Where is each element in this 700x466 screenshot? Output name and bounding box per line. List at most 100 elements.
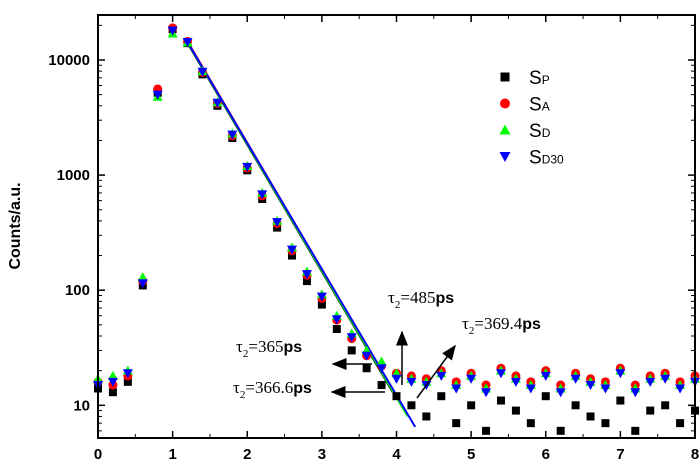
y-tick-label: 10 xyxy=(73,397,90,414)
data-point xyxy=(316,292,327,302)
y-axis-label: Counts/a.u. xyxy=(7,182,24,269)
data-point xyxy=(301,270,312,280)
data-point xyxy=(495,369,506,379)
data-point xyxy=(586,412,595,421)
data-point xyxy=(660,374,671,384)
axes: 0 1 2 3 4 5 6 7 8 10 100 1000 10000 xyxy=(48,15,699,463)
data-point xyxy=(600,384,611,394)
legend-label-sub: D xyxy=(542,126,551,140)
annotation-value: 369.4 xyxy=(484,314,523,333)
data-point xyxy=(167,26,178,36)
annotation-greek: τ xyxy=(388,288,395,307)
data-point xyxy=(332,325,341,334)
annotation-eq: = xyxy=(400,288,410,307)
data-point xyxy=(123,377,132,386)
data-point xyxy=(422,412,431,421)
annotation-value: 366.6 xyxy=(255,378,293,397)
data-point xyxy=(496,396,505,405)
annotation-sub: 2 xyxy=(243,348,249,360)
legend-label: SD30 xyxy=(529,148,564,169)
data-point xyxy=(555,388,566,398)
fit-line xyxy=(186,41,417,428)
legend-marker xyxy=(499,152,511,162)
x-tick-label: 3 xyxy=(318,446,326,463)
x-tick-label: 8 xyxy=(691,446,699,463)
data-point xyxy=(571,401,580,410)
annotation-eq: = xyxy=(245,378,255,397)
data-point xyxy=(317,300,326,309)
data-point xyxy=(392,392,401,401)
data-point xyxy=(675,384,686,394)
data-point xyxy=(347,346,356,355)
data-point xyxy=(630,388,641,398)
data-point xyxy=(661,401,670,410)
data-point xyxy=(510,377,521,387)
data-point xyxy=(482,426,491,435)
data-point xyxy=(287,245,298,255)
data-point xyxy=(615,369,626,379)
data-point xyxy=(391,374,402,384)
data-point xyxy=(481,388,492,398)
legend-label: SD xyxy=(529,121,551,142)
annotation-eq: = xyxy=(248,337,258,356)
annotation-sub: 2 xyxy=(469,325,475,337)
data-point xyxy=(645,377,656,387)
data-point xyxy=(556,426,565,435)
legend-label-main: S xyxy=(529,95,542,116)
data-point xyxy=(288,251,297,260)
data-point xyxy=(377,381,386,390)
y-tick-label: 10000 xyxy=(48,52,90,69)
annotation-greek: τ xyxy=(236,337,243,356)
data-point xyxy=(242,162,253,172)
tau-annotation: τ2=485ps xyxy=(388,288,454,311)
legend-label-main: S xyxy=(529,68,542,89)
x-tick-label: 0 xyxy=(94,446,102,463)
annotation-sub: 2 xyxy=(395,299,401,311)
data-points xyxy=(93,23,700,435)
data-point xyxy=(541,392,550,401)
tau-annotation: τ2=366.6ps xyxy=(233,378,312,401)
data-point xyxy=(137,279,148,289)
data-point xyxy=(526,419,535,428)
data-point xyxy=(108,388,117,397)
data-point xyxy=(376,364,387,374)
data-point xyxy=(525,384,536,394)
annotation-greek: τ xyxy=(233,378,240,397)
series-SA xyxy=(93,23,700,390)
data-point xyxy=(540,371,551,381)
legend-label: SP xyxy=(529,68,550,89)
data-point xyxy=(197,67,208,77)
y-tick-label: 100 xyxy=(65,282,90,299)
data-point xyxy=(676,419,685,428)
annotation-greek: τ xyxy=(462,314,469,333)
data-point xyxy=(452,419,461,428)
series-SD xyxy=(93,28,700,393)
legend-label-sub: P xyxy=(542,73,550,87)
data-point xyxy=(467,401,476,410)
data-point xyxy=(585,381,596,391)
x-tick-label: 6 xyxy=(542,446,550,463)
annotation-unit: ps xyxy=(293,380,312,397)
data-point xyxy=(362,364,371,373)
legend-label-main: S xyxy=(529,148,542,169)
annotation-value: 485 xyxy=(410,288,436,307)
data-point xyxy=(212,98,223,108)
tau-annotation: τ2=369.4ps xyxy=(462,314,541,337)
data-point xyxy=(436,371,447,381)
y-tick-label: 1000 xyxy=(57,167,90,184)
legend-label-main: S xyxy=(529,121,542,142)
data-point xyxy=(346,333,357,343)
data-point xyxy=(570,374,581,384)
legend-marker xyxy=(500,98,510,109)
data-point xyxy=(437,392,446,401)
annotation-arrow xyxy=(416,344,456,399)
x-tick-label: 5 xyxy=(467,446,475,463)
data-point xyxy=(331,315,342,325)
x-tick-label: 1 xyxy=(168,446,176,463)
legend-marker xyxy=(499,124,511,135)
data-point xyxy=(407,401,416,410)
data-point xyxy=(137,272,148,282)
x-tick-label: 4 xyxy=(392,446,401,463)
